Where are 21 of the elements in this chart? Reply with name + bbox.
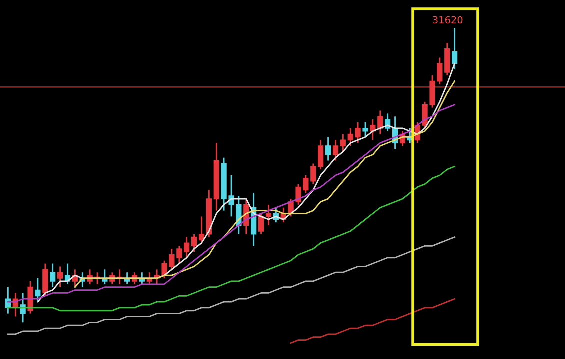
candlestick	[452, 28, 458, 70]
candlestick	[370, 118, 376, 141]
candlestick	[42, 263, 48, 297]
candlestick	[362, 122, 368, 138]
candlestick	[184, 236, 190, 259]
candlestick	[266, 204, 272, 226]
candlestick	[57, 266, 64, 288]
candlestick	[318, 139, 324, 170]
candlestick	[191, 234, 198, 253]
candlestick	[258, 213, 264, 236]
candlestick	[310, 163, 316, 186]
candlestick	[348, 128, 354, 147]
candlestick	[35, 278, 41, 303]
candlestick	[325, 136, 332, 162]
candlestick	[50, 263, 56, 288]
candlestick	[340, 134, 346, 153]
text: 31620	[433, 16, 463, 24]
candlestick	[378, 110, 384, 135]
candlestick	[355, 122, 361, 144]
candlestick	[444, 42, 450, 76]
candlestick	[332, 139, 339, 162]
